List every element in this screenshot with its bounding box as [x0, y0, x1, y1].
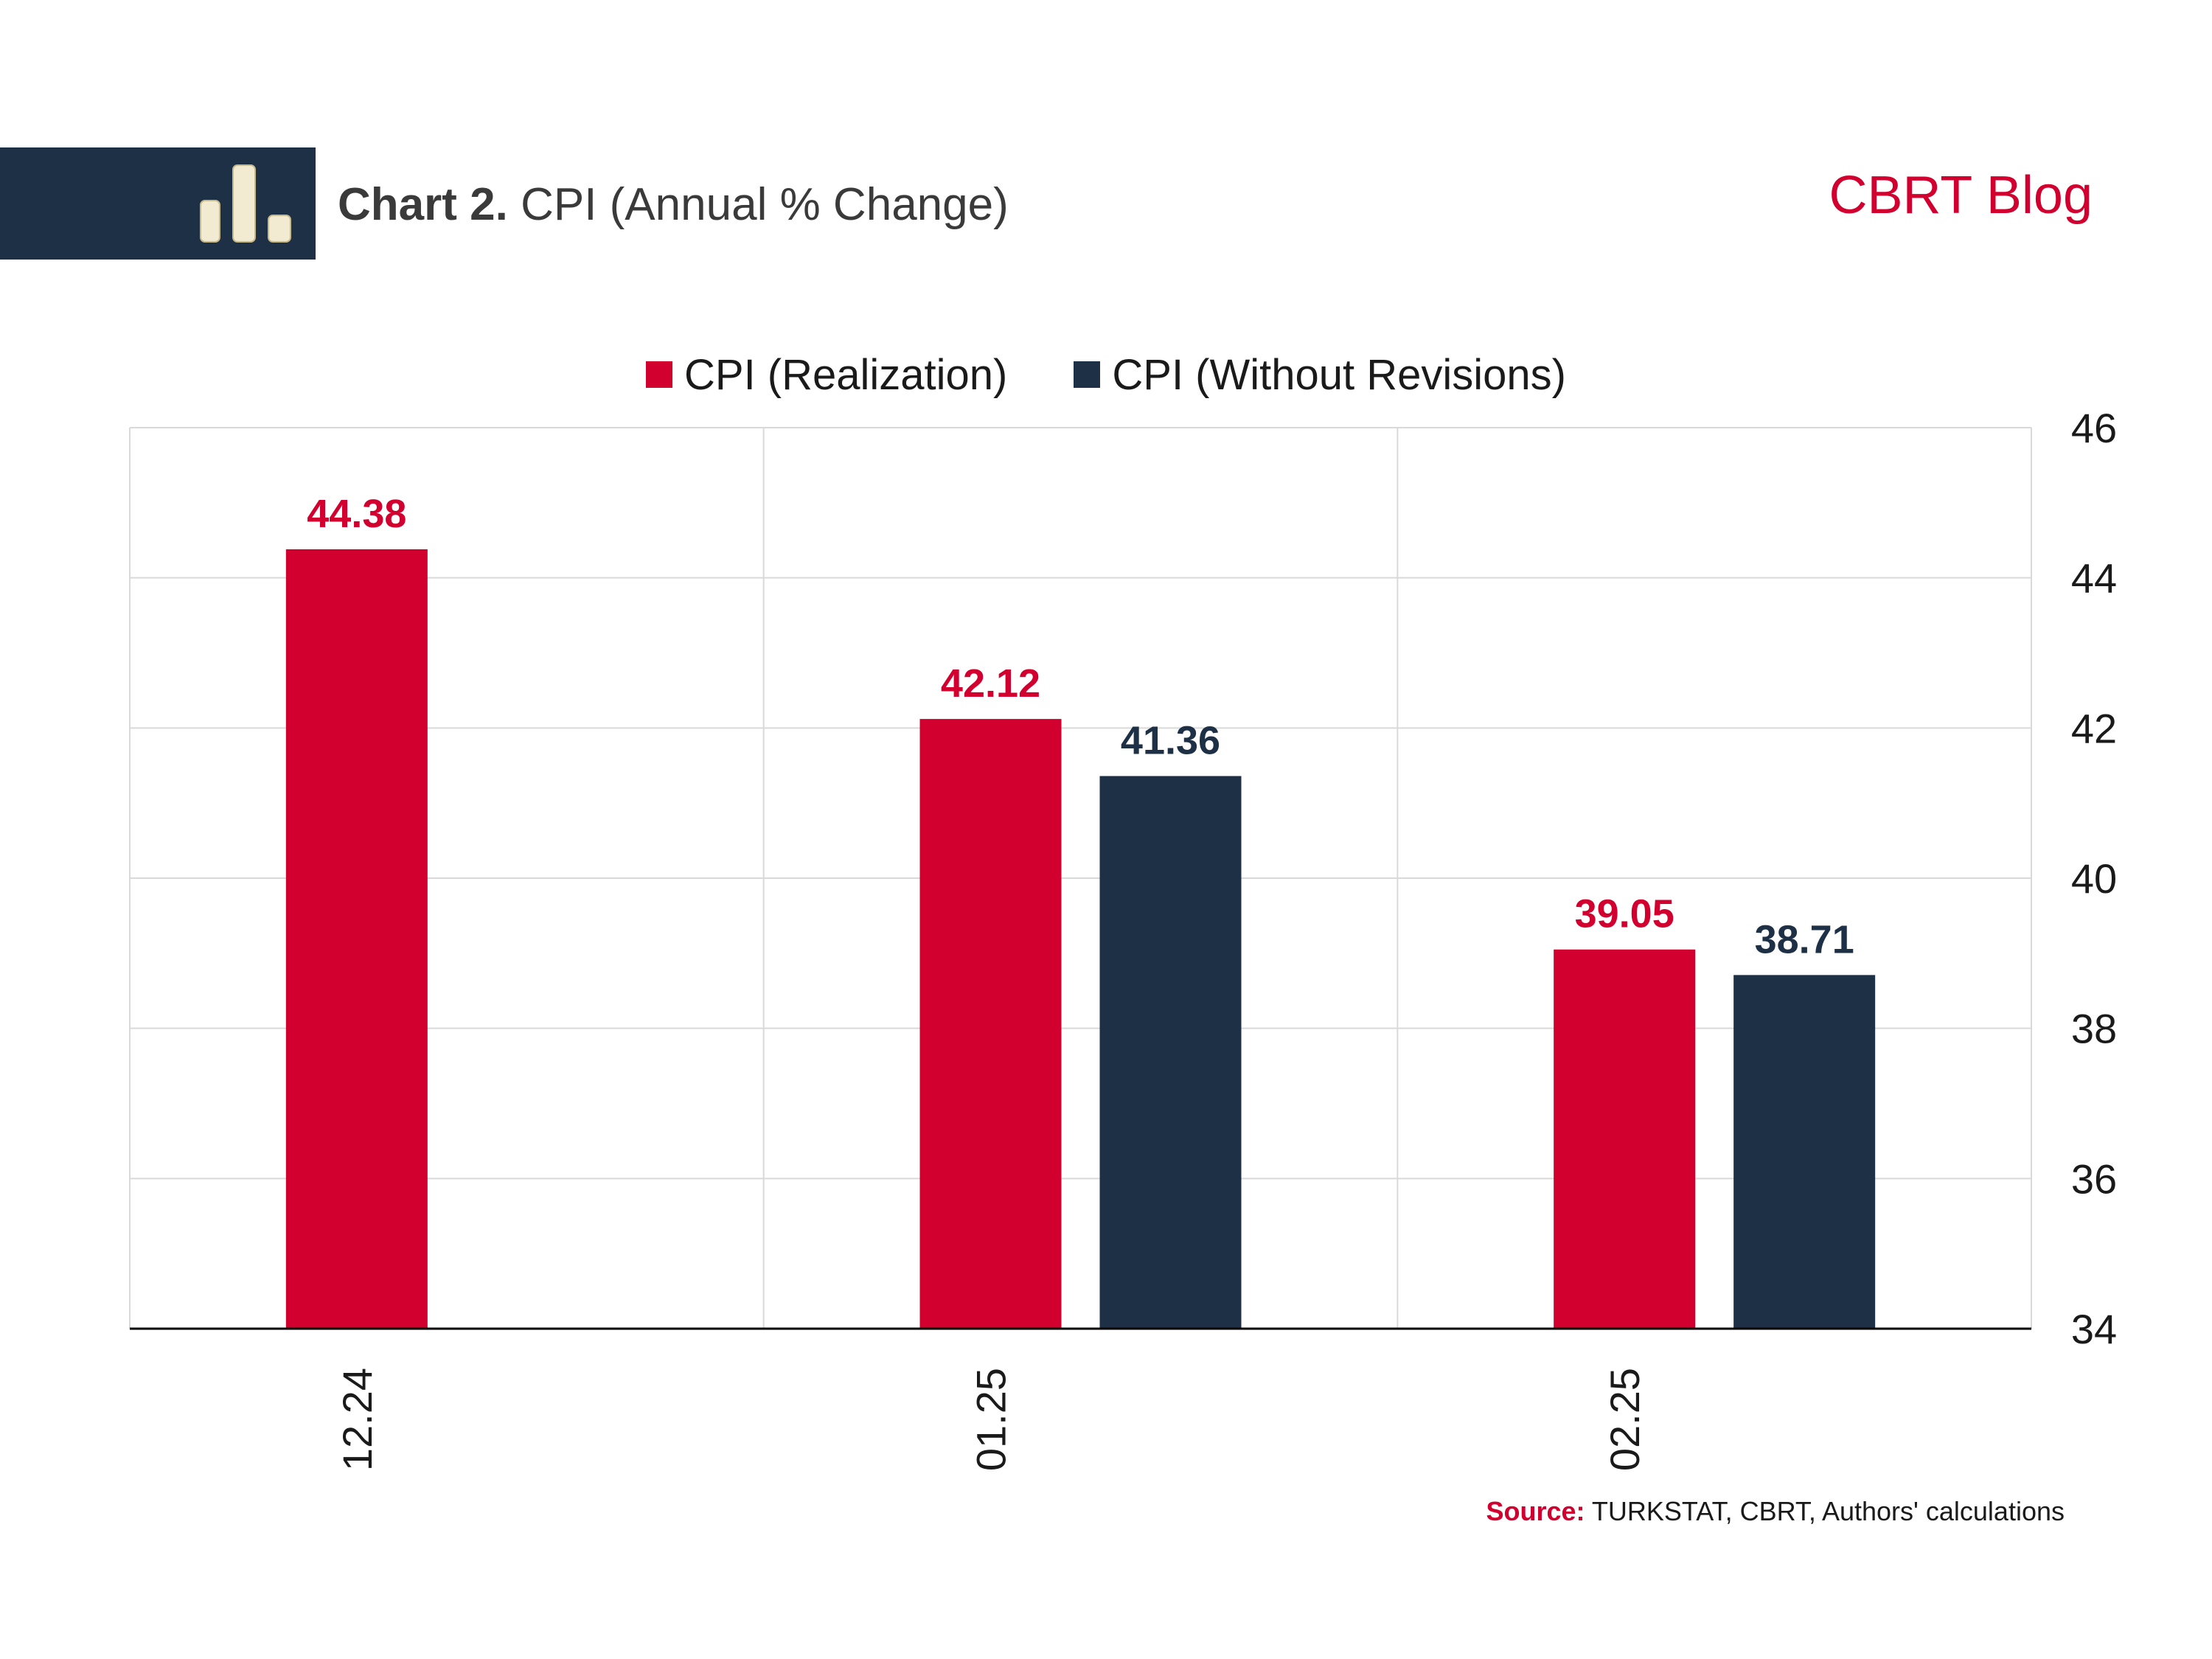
y-tick-label: 38 [2071, 1006, 2117, 1052]
source-text: TURKSTAT, CBRT, Authors' calculations [1591, 1496, 2065, 1526]
y-tick-label: 44 [2071, 555, 2117, 602]
bar-chart-icon [200, 164, 291, 243]
y-tick-label: 42 [2071, 705, 2117, 751]
legend-swatch-realization [646, 361, 672, 388]
bar [1733, 975, 1876, 1329]
chart-title: Chart 2. CPI (Annual % Change) [338, 175, 1009, 234]
legend-item-without-revisions: CPI (Without Revisions) [1074, 350, 1566, 400]
bar [1099, 776, 1242, 1329]
legend: CPI (Realization) CPI (Without Revisions… [0, 345, 2212, 404]
y-tick-label: 34 [2071, 1306, 2117, 1352]
brand-label: CBRT Blog [1829, 166, 2093, 225]
legend-swatch-without-revisions [1074, 361, 1101, 388]
data-label: 38.71 [1755, 917, 1854, 961]
data-label: 44.38 [307, 492, 406, 536]
y-tick-label: 40 [2071, 855, 2117, 902]
legend-label-realization: CPI (Realization) [684, 350, 1008, 399]
legend-label-without-revisions: CPI (Without Revisions) [1112, 350, 1566, 399]
y-tick-label: 36 [2071, 1155, 2117, 1202]
header-band [0, 147, 316, 260]
chart-title-number: Chart 2. [338, 179, 508, 230]
x-tick-label: 12.24 [334, 1368, 380, 1471]
source-note: Source: TURKSTAT, CBRT, Authors' calcula… [1486, 1493, 2065, 1530]
x-tick-label: 02.25 [1601, 1368, 1648, 1471]
bar [919, 719, 1062, 1329]
data-label: 42.12 [941, 661, 1040, 706]
x-tick-label: 01.25 [968, 1368, 1015, 1471]
bar [285, 549, 428, 1329]
legend-item-realization: CPI (Realization) [646, 350, 1007, 400]
chart-title-text: CPI (Annual % Change) [521, 179, 1009, 230]
data-label: 41.36 [1121, 719, 1220, 763]
source-label: Source: [1486, 1496, 1585, 1526]
y-tick-label: 46 [2071, 405, 2117, 451]
bar [1554, 949, 1696, 1329]
data-label: 39.05 [1575, 892, 1674, 936]
